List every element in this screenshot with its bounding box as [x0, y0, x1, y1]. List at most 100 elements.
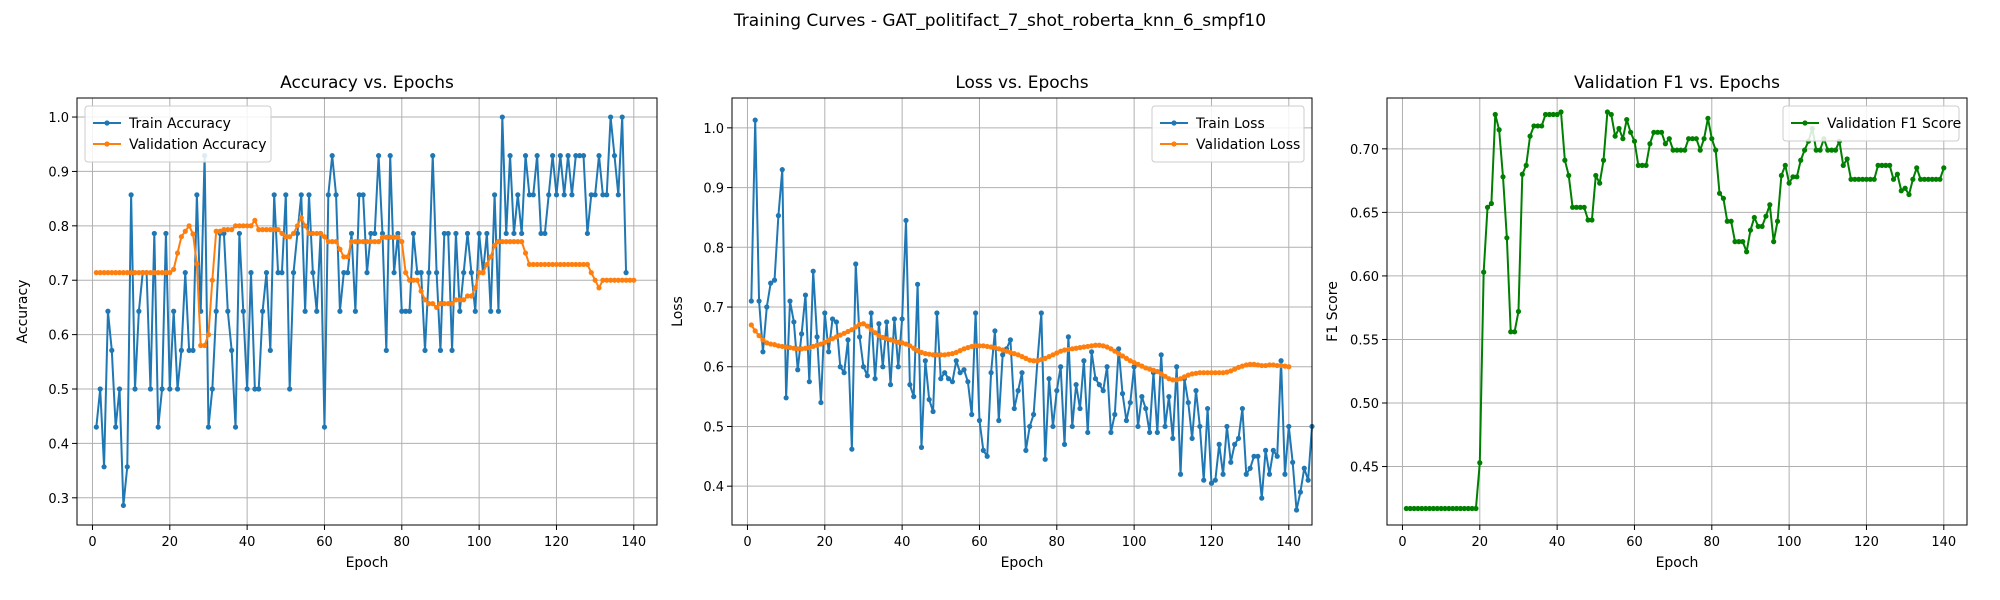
train-loss-point	[849, 446, 855, 452]
series-validation-loss	[748, 321, 1292, 383]
validation-f1-score-point	[1744, 249, 1750, 255]
x-tick-label: 20	[1472, 535, 1489, 550]
validation-f1-score-point	[1631, 138, 1638, 144]
validation-loss-point	[841, 330, 847, 336]
validation-accuracy-point	[507, 239, 513, 245]
train-loss-point	[1189, 435, 1195, 442]
validation-accuracy-point	[434, 304, 440, 311]
validation-accuracy-point	[530, 261, 536, 268]
validation-f1-score-point	[1658, 129, 1665, 135]
y-tick-label: 0.5	[703, 420, 724, 435]
validation-loss-point	[1259, 362, 1265, 369]
train-accuracy-point	[522, 153, 529, 159]
validation-f1-score-point	[1546, 111, 1552, 118]
train-accuracy-point	[464, 230, 471, 237]
train-accuracy-point	[383, 347, 389, 353]
train-accuracy-point	[561, 192, 567, 198]
y-tick-label: 0.4	[48, 437, 69, 452]
validation-accuracy-point	[399, 239, 405, 245]
train-accuracy-point	[406, 308, 413, 314]
x-tick-label: 40	[1549, 535, 1566, 550]
validation-loss-point	[1220, 370, 1226, 376]
validation-loss-point	[775, 343, 782, 349]
validation-loss-point	[756, 333, 762, 339]
validation-f1-score-point	[1921, 176, 1928, 182]
validation-loss-point	[1061, 347, 1068, 353]
train-loss-point	[1011, 405, 1017, 412]
validation-loss-point	[922, 351, 928, 357]
train-loss-point	[1081, 358, 1087, 364]
validation-f1-score-point	[1848, 176, 1854, 182]
train-loss-point	[1123, 417, 1129, 424]
train-loss-point	[911, 394, 917, 400]
y-tick-label: 1.0	[703, 122, 724, 137]
validation-f1-score-point	[1670, 147, 1676, 153]
train-loss-point	[1089, 349, 1095, 355]
y-tick-label: 0.60	[1350, 270, 1379, 285]
validation-accuracy-point	[368, 239, 374, 245]
train-loss-point	[791, 319, 797, 325]
train-loss-point	[1007, 337, 1014, 343]
validation-accuracy-point	[488, 254, 494, 260]
x-tick-label: 80	[394, 535, 411, 550]
validation-f1-score-point	[1581, 204, 1587, 210]
train-accuracy-point	[120, 502, 126, 509]
validation-loss-point	[984, 343, 990, 350]
validation-accuracy-point	[97, 270, 103, 276]
validation-f1-score-point	[1933, 176, 1939, 182]
validation-f1-score-point	[1763, 213, 1769, 219]
x-tick-label: 100	[1122, 535, 1147, 550]
train-accuracy-point	[260, 308, 266, 314]
validation-loss-point	[1247, 361, 1253, 367]
validation-accuracy-point	[325, 239, 331, 245]
train-accuracy-point	[418, 270, 424, 276]
train-loss-point	[1286, 423, 1292, 430]
train-loss-point	[1166, 394, 1172, 400]
validation-accuracy-point	[426, 301, 432, 307]
validation-loss-point	[868, 327, 874, 333]
train-accuracy-point	[283, 192, 289, 198]
validation-accuracy-point	[275, 227, 281, 233]
train-accuracy-point	[592, 192, 598, 198]
validation-f1-score-point	[1620, 136, 1626, 142]
train-accuracy-point	[271, 192, 277, 198]
train-accuracy-point	[147, 386, 154, 392]
validation-loss-point	[895, 339, 901, 345]
validation-loss-point	[1228, 368, 1234, 374]
validation-loss-point	[942, 352, 948, 358]
train-accuracy-point	[287, 386, 293, 392]
validation-loss-point	[1232, 366, 1238, 372]
x-axis-label: Epoch	[346, 555, 389, 571]
validation-accuracy-point	[306, 230, 312, 237]
validation-loss-point	[1046, 353, 1052, 360]
validation-loss-point	[1282, 363, 1288, 369]
train-loss-point	[1085, 429, 1091, 436]
validation-loss-point	[826, 337, 832, 344]
validation-f1-score-point	[1871, 176, 1877, 182]
train-accuracy-point	[550, 153, 556, 159]
validation-accuracy-point	[615, 277, 621, 283]
validation-accuracy-point	[348, 239, 355, 245]
train-loss-point	[756, 298, 762, 304]
validation-accuracy-point	[221, 227, 227, 233]
validation-f1-score-point	[1709, 136, 1715, 142]
validation-f1-score-point	[1751, 214, 1757, 221]
y-tick-label: 0.6	[48, 329, 69, 344]
train-accuracy-point	[584, 230, 591, 237]
train-accuracy-point	[422, 347, 428, 353]
validation-f1-score-point	[1747, 227, 1754, 233]
validation-f1-score-point	[1519, 171, 1525, 177]
validation-loss-point	[934, 352, 940, 358]
validation-loss-point	[791, 345, 797, 351]
validation-accuracy-point	[596, 285, 602, 291]
train-accuracy-point	[174, 386, 181, 392]
train-loss-point	[895, 364, 901, 370]
train-accuracy-point	[468, 270, 474, 276]
validation-accuracy-point	[352, 239, 358, 245]
validation-loss-point	[1158, 371, 1164, 377]
train-accuracy-point	[136, 308, 142, 314]
validation-f1-score-point	[1720, 195, 1726, 201]
validation-f1-score-point	[1465, 505, 1471, 512]
validation-loss-point	[1092, 342, 1099, 348]
train-loss-point	[1266, 471, 1273, 477]
